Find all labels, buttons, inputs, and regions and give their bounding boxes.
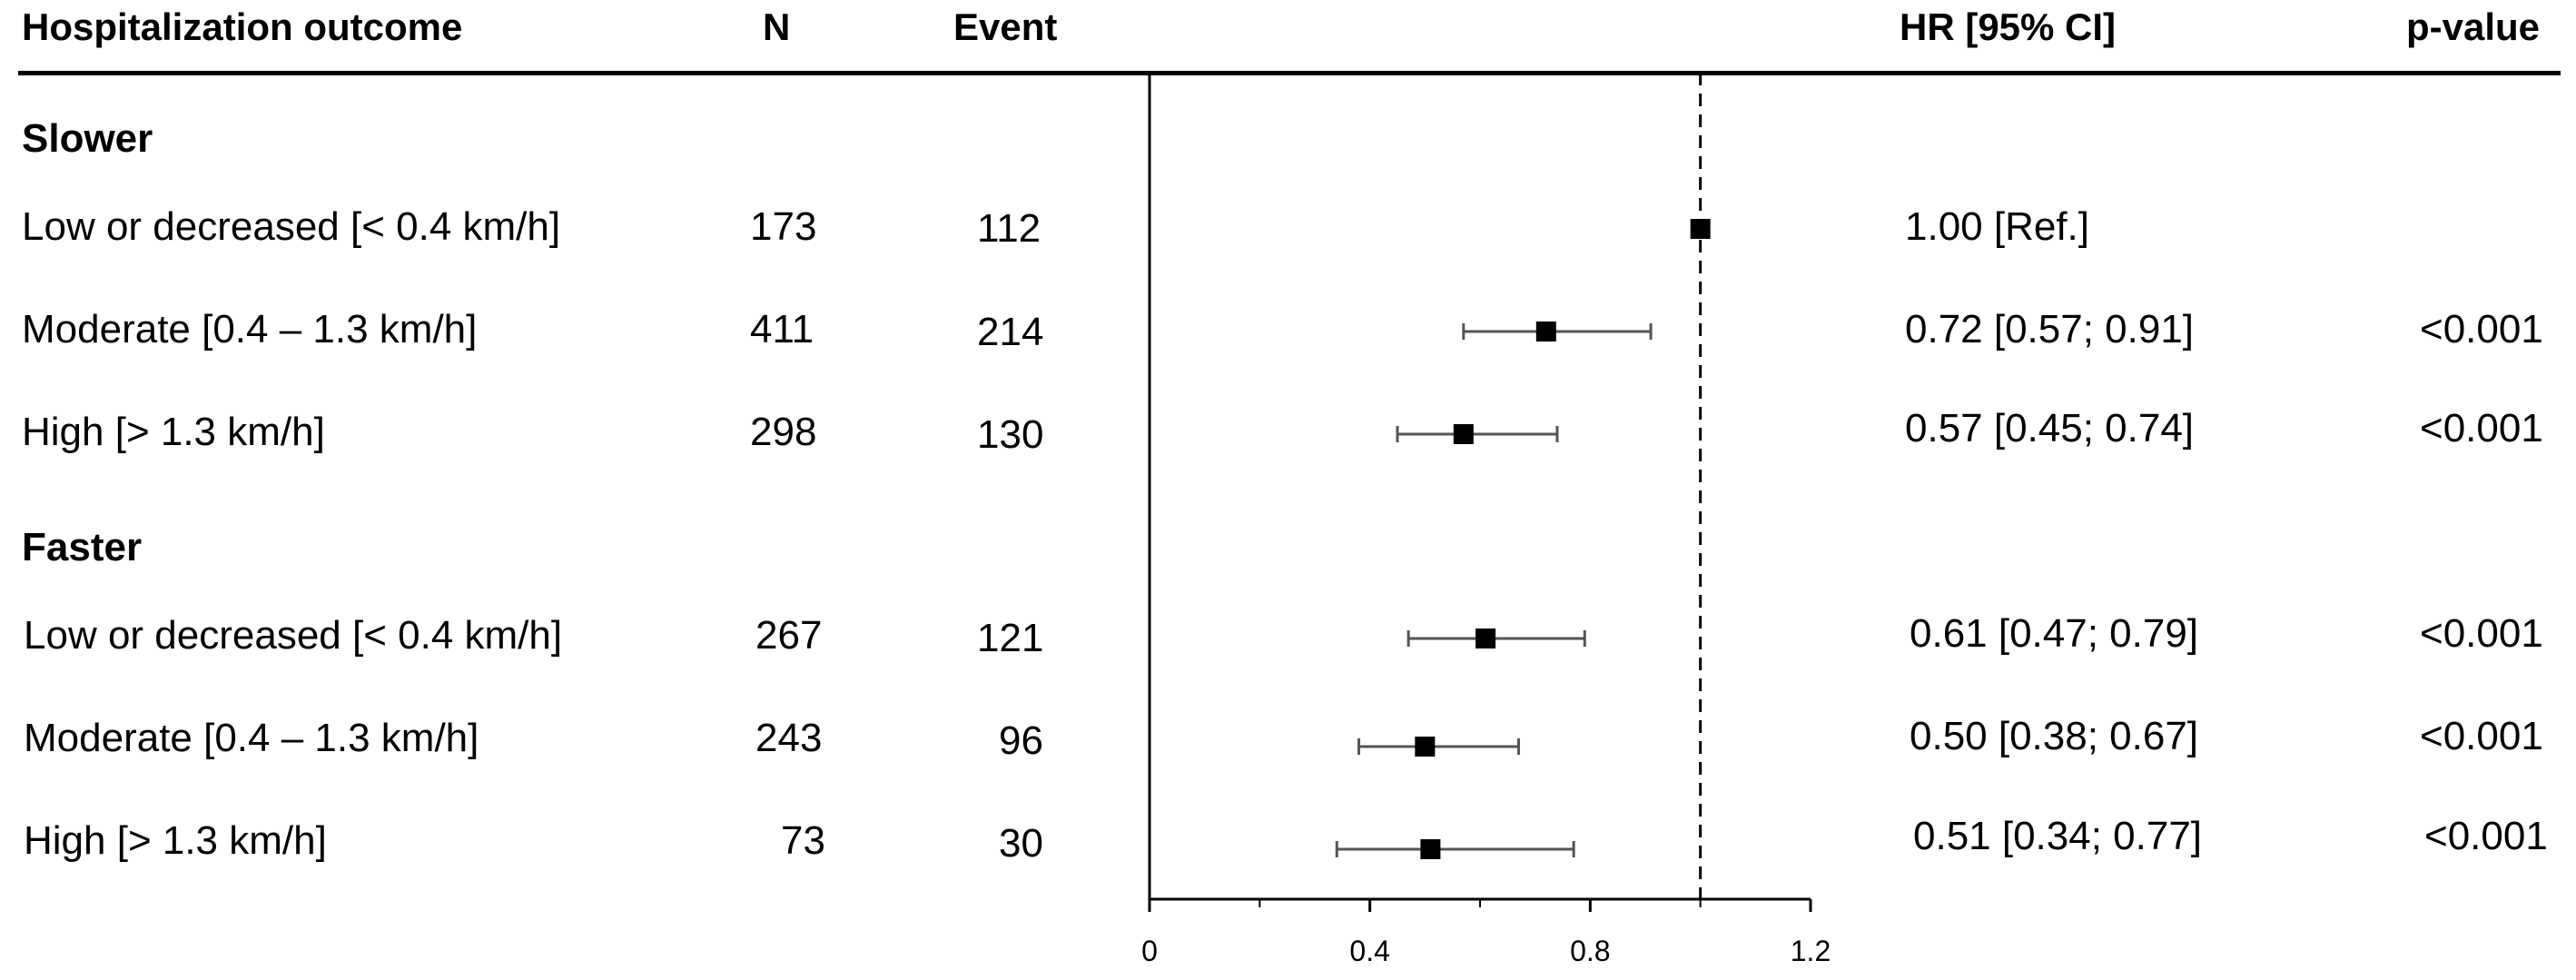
row-n: 73	[781, 818, 825, 863]
row-event: 214	[977, 310, 1044, 354]
row-hr-text: 0.51 [0.34; 0.77]	[1913, 814, 2203, 858]
x-tick-label: 0.8	[1570, 935, 1610, 967]
row-p-value: <0.001	[2420, 406, 2543, 450]
row-label: High [> 1.3 km/h]	[24, 818, 327, 863]
header-rule	[18, 71, 2561, 75]
row-event: 30	[999, 821, 1043, 866]
hr-point-marker	[1476, 629, 1496, 648]
row-n: 173	[750, 204, 817, 249]
header-p-value: p-value	[2406, 5, 2541, 48]
row-label: Moderate [0.4 – 1.3 km/h]	[22, 307, 478, 351]
row-label: Low or decreased [< 0.4 km/h]	[22, 204, 561, 249]
hr-point-marker	[1535, 322, 1556, 342]
row-event: 130	[977, 412, 1044, 457]
row-p-value: <0.001	[2424, 814, 2548, 858]
x-tick-label: 0.4	[1349, 935, 1389, 967]
hr-point-marker	[1420, 839, 1441, 859]
row-label: High [> 1.3 km/h]	[22, 410, 325, 454]
row-p-value: <0.001	[2420, 307, 2543, 351]
row-label: Low or decreased [< 0.4 km/h]	[24, 613, 563, 658]
hr-point-marker	[1415, 737, 1436, 757]
x-tick-label: 0	[1141, 935, 1158, 967]
row-event: 96	[999, 718, 1043, 763]
row-event: 112	[977, 206, 1041, 251]
header-n: N	[763, 5, 791, 48]
row-hr-text: 0.50 [0.38; 0.67]	[1910, 714, 2199, 758]
row-hr-text: 0.72 [0.57; 0.91]	[1905, 307, 2195, 351]
header-hr: HR [95% CI]	[1900, 5, 2117, 48]
row-p-value: <0.001	[2420, 611, 2543, 656]
row-hr-text: 0.61 [0.47; 0.79]	[1910, 611, 2199, 656]
hr-point-marker	[1453, 424, 1474, 444]
row-hr-text: 1.00 [Ref.]	[1905, 204, 2090, 249]
header-outcome: Hospitalization outcome	[22, 5, 463, 48]
header-event: Event	[953, 5, 1058, 48]
row-n: 411	[750, 307, 814, 351]
row-n: 298	[750, 410, 817, 454]
row-event: 121	[977, 616, 1044, 660]
hr-point-marker	[1690, 219, 1711, 239]
row-n: 267	[755, 613, 823, 658]
row-hr-text: 0.57 [0.45; 0.74]	[1905, 406, 2195, 450]
group-label-slower: Slower	[22, 116, 153, 161]
x-tick-label: 1.2	[1791, 935, 1831, 967]
group-label-faster: Faster	[22, 525, 143, 569]
row-label: Moderate [0.4 – 1.3 km/h]	[24, 716, 479, 760]
row-p-value: <0.001	[2420, 714, 2543, 758]
row-n: 243	[755, 716, 823, 760]
